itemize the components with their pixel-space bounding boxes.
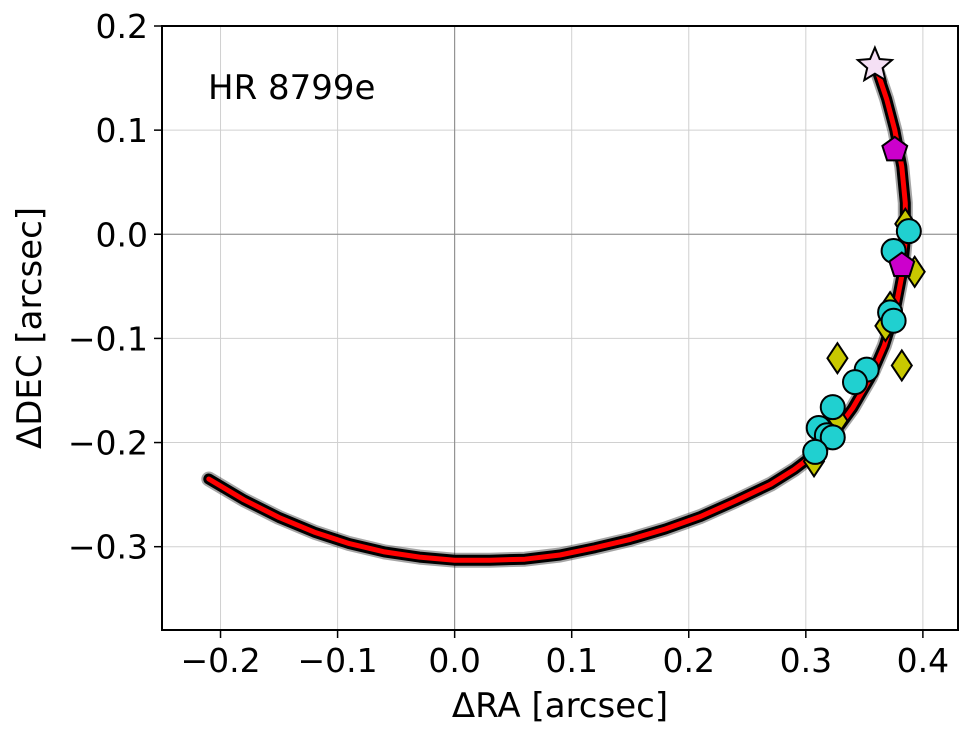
orbit-model bbox=[201, 60, 913, 568]
y-tick-label: 0.0 bbox=[96, 215, 148, 254]
x-tick-label: −0.1 bbox=[298, 641, 378, 680]
y-tick-label: −0.2 bbox=[68, 424, 148, 463]
pentagon-marker bbox=[881, 135, 909, 162]
x-tick-label: 0.4 bbox=[897, 641, 949, 680]
x-tick-label: 0.3 bbox=[780, 641, 832, 680]
y-tick-label: −0.3 bbox=[68, 528, 148, 567]
plot-frame bbox=[161, 25, 959, 631]
circle-marker bbox=[841, 369, 868, 396]
circle-marker bbox=[895, 218, 922, 245]
grid-lines bbox=[162, 25, 958, 630]
y-tick-label: −0.1 bbox=[68, 319, 148, 358]
x-tick-label: 0.0 bbox=[428, 641, 480, 680]
y-axis-label: ΔDEC [arcsec] bbox=[10, 207, 50, 449]
diamond-marker bbox=[826, 341, 849, 376]
x-axis-label: ΔRA [arcsec] bbox=[452, 686, 668, 726]
axis-ticks: −0.2 −0.1 0.0 0.1 0.2 0.3 0.4 −0.3 −0.2 −0.1 0.0 0.… bbox=[68, 7, 949, 680]
circle-marker bbox=[802, 438, 829, 465]
x-tick-label: −0.2 bbox=[180, 641, 260, 680]
zero-lines bbox=[162, 26, 958, 630]
orbit-outline bbox=[203, 62, 911, 566]
x-tick-label: 0.2 bbox=[663, 641, 715, 680]
orbit-halo bbox=[201, 60, 913, 568]
circle-marker bbox=[819, 424, 846, 451]
data-markers bbox=[802, 44, 926, 479]
x-tick-label: 0.1 bbox=[545, 641, 597, 680]
circle-marker bbox=[880, 307, 907, 334]
star-marker bbox=[855, 44, 895, 83]
circle-marker bbox=[819, 394, 846, 421]
orbit-line bbox=[206, 65, 908, 563]
pentagon-marker bbox=[888, 251, 916, 277]
target-annotation: HR 8799e bbox=[208, 68, 375, 108]
y-tick-label: 0.1 bbox=[96, 111, 148, 150]
y-tick-label: 0.2 bbox=[96, 7, 148, 46]
diamond-marker bbox=[890, 348, 914, 383]
